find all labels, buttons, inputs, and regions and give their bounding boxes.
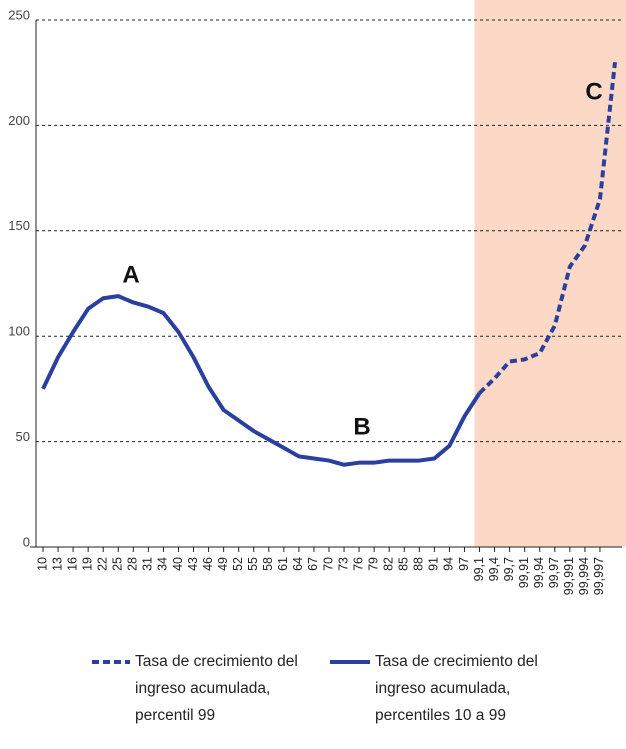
- x-tick-label: 99,994: [577, 557, 591, 595]
- x-tick-label: 99,7: [502, 557, 516, 581]
- x-tick-label: 19: [80, 557, 94, 571]
- y-tick-label: 150: [8, 218, 30, 233]
- x-tick-label: 28: [126, 557, 140, 571]
- x-tick-label: 67: [306, 557, 320, 571]
- y-tick-label: 0: [23, 534, 30, 549]
- y-tick-label: 200: [8, 113, 30, 128]
- x-tick-label: 73: [336, 557, 350, 571]
- x-tick-label: 94: [442, 557, 456, 571]
- y-tick-label: 100: [8, 324, 30, 339]
- x-tick-label: 99,97: [547, 557, 561, 588]
- x-tick-label: 25: [111, 557, 125, 571]
- x-tick-label: 99,94: [532, 557, 546, 588]
- x-tick-label: 34: [156, 557, 170, 571]
- x-tick-label: 70: [321, 557, 335, 571]
- x-tick-label: 91: [427, 557, 441, 571]
- x-tick-label: 61: [276, 557, 290, 571]
- legend-swatches: [92, 660, 370, 664]
- chart: 0 50 100 150 200 250 10 13 16 19 22 25 28 31 34 40 43 46 4…: [8, 0, 626, 595]
- x-tick-label: 85: [397, 557, 411, 571]
- x-tick-label: 49: [216, 557, 230, 571]
- x-tick-label: 55: [246, 557, 260, 571]
- shaded-region: [474, 0, 626, 547]
- x-tick-label: 99,991: [562, 557, 576, 595]
- x-tick-label: 99,997: [592, 557, 606, 595]
- x-tick-label: 64: [291, 557, 305, 571]
- x-tick-label: 58: [261, 557, 275, 571]
- series-line: [41, 294, 482, 467]
- x-tick-label: 22: [96, 557, 110, 571]
- x-tick-label: 99,91: [517, 557, 531, 588]
- x-tick-label: 31: [141, 557, 155, 571]
- x-tick-label: 16: [65, 557, 79, 571]
- x-tick-label: 40: [171, 557, 185, 571]
- x-tick-label: 79: [366, 557, 380, 571]
- x-tick-label: 52: [231, 557, 245, 571]
- x-tick-label: 99,1: [472, 557, 486, 581]
- annotation: C: [585, 78, 602, 105]
- x-tick-label: 13: [50, 557, 64, 571]
- series-line: [478, 61, 617, 395]
- legend-label: Tasa de crecimiento del ingreso acumulad…: [375, 653, 538, 724]
- x-tick-label: 99,4: [487, 557, 501, 581]
- x-tick-label: 43: [186, 557, 200, 571]
- x-tick-label: 46: [201, 557, 215, 571]
- x-tick-label: 88: [412, 557, 426, 571]
- x-tick-label: 82: [382, 557, 396, 571]
- x-tick-label: 10: [35, 557, 49, 571]
- annotation: B: [353, 413, 370, 440]
- annotation: A: [122, 261, 139, 288]
- legend-label: Tasa de crecimiento del ingreso acumulad…: [135, 653, 298, 724]
- x-tick-label: 76: [351, 557, 365, 571]
- x-tick-label: 97: [457, 557, 471, 571]
- y-tick-label: 250: [8, 7, 30, 22]
- y-tick-label: 50: [16, 429, 30, 444]
